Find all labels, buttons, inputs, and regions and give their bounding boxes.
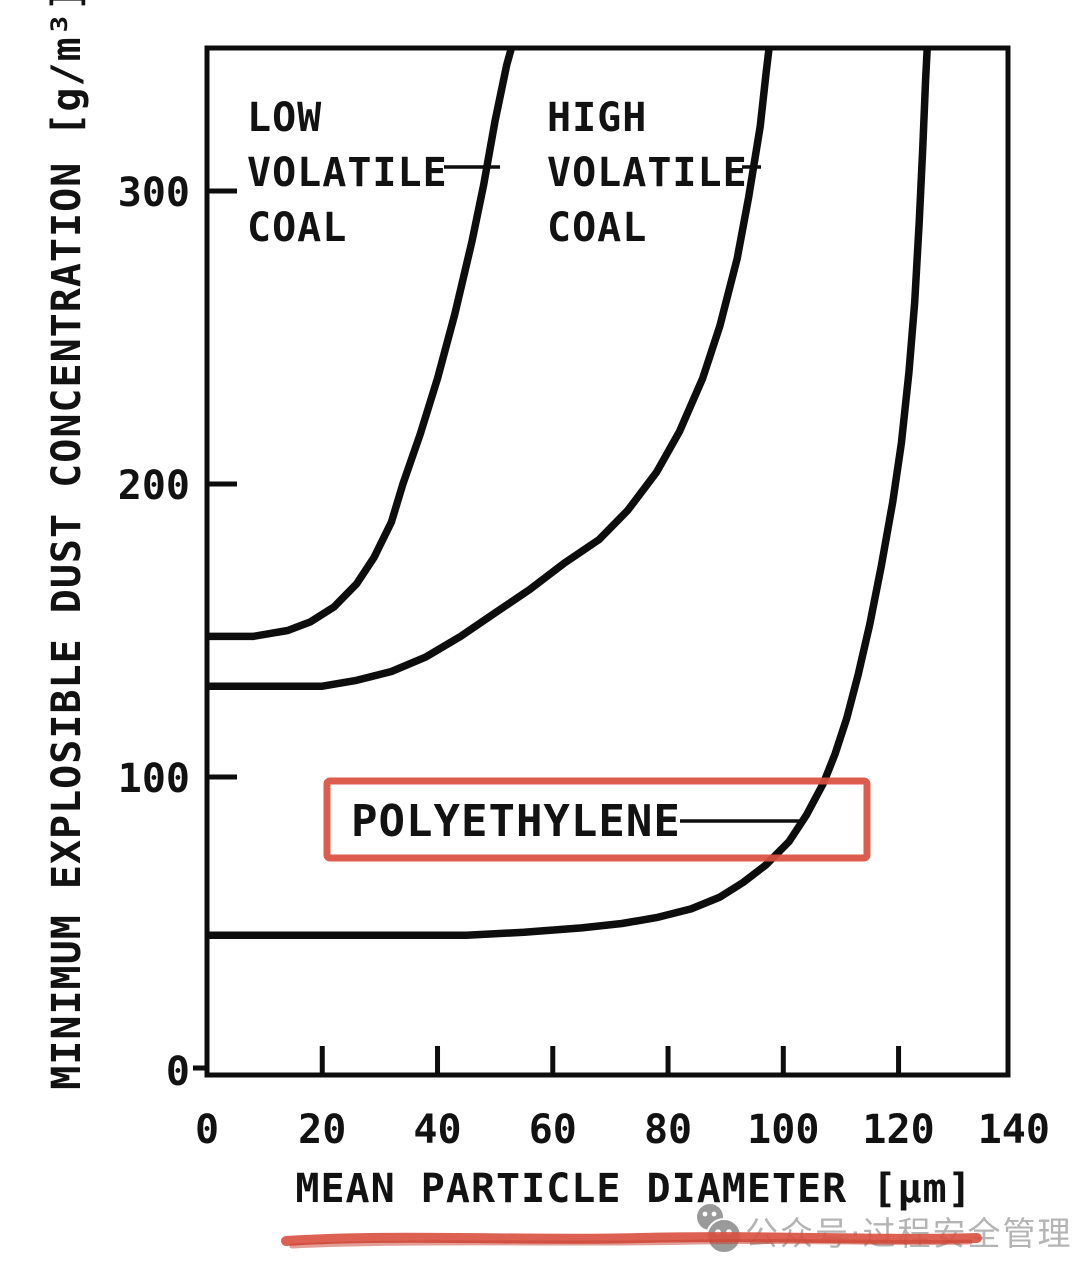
red-highlight-box bbox=[323, 777, 871, 862]
curve-polyethylene bbox=[209, 49, 931, 939]
label-line: VOLATILE bbox=[547, 150, 748, 196]
polyethylene-callout: POLYETHYLENE bbox=[323, 777, 871, 862]
curves-layer bbox=[209, 49, 931, 939]
x-axis-title: MEAN PARTICLE DIAMETER [µm] bbox=[295, 1166, 972, 1212]
label-polyethylene-text: POLYETHYLENE bbox=[351, 796, 681, 847]
label-line: LOW bbox=[247, 95, 322, 141]
x-tick-label-20: 20 bbox=[298, 1107, 346, 1153]
curve-low-volatile-coal bbox=[209, 49, 516, 641]
label-line: COAL bbox=[247, 205, 347, 251]
x-tick-label-80: 80 bbox=[644, 1107, 692, 1153]
axis-tick-labels: 0 20 40 60 80 100 120 140 0 100 200 300 bbox=[118, 170, 1050, 1153]
label-line: HIGH bbox=[547, 95, 647, 141]
y-tick-label-100: 100 bbox=[118, 756, 190, 802]
logo-eye bbox=[702, 1211, 708, 1217]
y-tick-label-0: 0 bbox=[166, 1049, 190, 1095]
x-tick-label-120: 120 bbox=[862, 1107, 934, 1153]
label-low-volatile-coal-text: LOW VOLATILE COAL bbox=[247, 95, 473, 251]
x-tick-label-40: 40 bbox=[413, 1107, 461, 1153]
label-line: VOLATILE bbox=[247, 150, 448, 196]
label-line: COAL bbox=[547, 205, 647, 251]
axis-ticks bbox=[193, 188, 902, 1073]
logo-eye bbox=[711, 1211, 717, 1217]
x-tick-label-60: 60 bbox=[529, 1107, 577, 1153]
x-tick-label-0: 0 bbox=[195, 1107, 219, 1153]
plot-border bbox=[204, 45, 1011, 1078]
curve-high-volatile-coal bbox=[209, 49, 773, 690]
label-high-volatile-coal-text: HIGH VOLATILE COAL bbox=[547, 95, 773, 251]
label-low-volatile-coal: LOW VOLATILE COAL bbox=[247, 95, 500, 251]
y-tick-label-300: 300 bbox=[118, 170, 190, 216]
red-underline-rough-stroke bbox=[289, 1238, 973, 1249]
red-underline bbox=[281, 1232, 982, 1246]
y-axis-title: MINIMUM EXPLOSIBLE DUST CONCENTRATION [g… bbox=[44, 0, 90, 1090]
x-tick-label-140: 140 bbox=[978, 1107, 1050, 1153]
label-high-volatile-coal: HIGH VOLATILE COAL bbox=[547, 95, 773, 251]
x-tick-label-100: 100 bbox=[747, 1107, 819, 1153]
y-tick-label-200: 200 bbox=[118, 463, 190, 509]
